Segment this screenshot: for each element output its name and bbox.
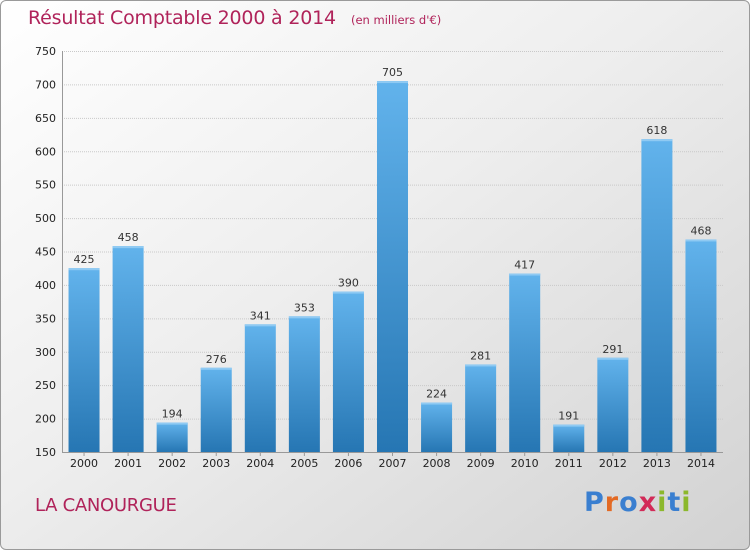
bar-2001[interactable] [112, 246, 144, 452]
commune-name: LA CANOURGUE [35, 495, 177, 516]
bar-2003[interactable] [200, 367, 232, 452]
title-row: Résultat Comptable 2000 à 2014 (en milli… [28, 7, 441, 29]
bar-top-highlight [421, 402, 453, 405]
axis-layer: 150 200 250 300 350 400 450 500 550 600 650 700 750 2… [35, 45, 723, 470]
bar-2012[interactable] [597, 357, 629, 452]
bar-value-label: 705 [382, 66, 403, 79]
bar-2000[interactable] [68, 268, 100, 452]
chart-subtitle: (en milliers d'€) [350, 13, 442, 27]
bar-top-highlight [244, 324, 276, 327]
x-tick-label: 2005 [290, 457, 318, 470]
bar-top-highlight [288, 316, 320, 319]
bar-2006[interactable] [332, 291, 364, 452]
bar-top-highlight [332, 291, 364, 294]
bar-value-label: 224 [426, 388, 447, 401]
bar-top-highlight [509, 273, 541, 276]
x-tick-label: 2004 [246, 457, 274, 470]
bar-top-highlight [377, 81, 408, 84]
x-tick-label: 2007 [379, 457, 407, 470]
logo-letter: i [657, 487, 668, 518]
x-tick-label: 2008 [423, 457, 451, 470]
logo-letter: x [638, 487, 658, 518]
bar-top-highlight [112, 246, 144, 249]
bar-2013[interactable] [641, 139, 673, 452]
logo-letter: r [604, 487, 620, 518]
bar-top-highlight [597, 357, 629, 360]
bar-value-label: 468 [690, 224, 711, 237]
y-tick-label: 750 [35, 45, 56, 58]
logo-letter: i [681, 487, 692, 518]
x-tick-label: 2010 [511, 457, 539, 470]
bar-2004[interactable] [244, 324, 276, 452]
logo-letter: P [584, 487, 605, 518]
y-tick-label: 350 [35, 312, 56, 325]
bar-top-highlight [641, 139, 673, 142]
y-tick-label: 600 [35, 145, 56, 158]
y-tick-label: 450 [35, 246, 56, 259]
bar-value-label: 425 [74, 253, 95, 266]
y-tick-label: 150 [35, 446, 56, 459]
x-tick-label: 2002 [158, 457, 186, 470]
logo-letter: t [667, 487, 682, 518]
x-tick-label: 2014 [687, 457, 715, 470]
x-tick-label: 2003 [202, 457, 230, 470]
label-layer: 425 458 194 276 341 353 390 705 224 281 417 191 291 6… [74, 66, 712, 423]
bar-top-highlight [465, 364, 497, 367]
bar-2008[interactable] [421, 402, 453, 452]
bar-top-highlight [685, 239, 717, 242]
bar-value-label: 341 [250, 309, 271, 322]
bar-value-label: 281 [470, 349, 491, 362]
x-tick-label: 2000 [70, 457, 98, 470]
bar-value-label: 194 [162, 408, 183, 421]
x-tick-label: 2013 [643, 457, 671, 470]
bar-2007[interactable] [377, 81, 408, 452]
bar-value-label: 417 [514, 259, 535, 272]
bar-value-label: 618 [646, 124, 667, 137]
y-tick-label: 550 [35, 179, 56, 192]
bar-value-label: 291 [602, 343, 623, 356]
bar-value-label: 390 [338, 277, 359, 290]
y-tick-label: 300 [35, 346, 56, 359]
bar-2010[interactable] [509, 273, 541, 452]
x-tick-label: 2012 [599, 457, 627, 470]
bar-top-highlight [200, 367, 232, 370]
bar-value-label: 458 [118, 231, 139, 244]
bar-2005[interactable] [288, 316, 320, 452]
y-tick-label: 400 [35, 279, 56, 292]
x-tick-label: 2001 [114, 457, 142, 470]
x-tick-label: 2011 [555, 457, 583, 470]
bar-value-label: 191 [558, 410, 579, 423]
bar-top-highlight [553, 424, 585, 427]
x-tick-label: 2009 [467, 457, 495, 470]
chart-title: Résultat Comptable 2000 à 2014 [28, 7, 336, 29]
y-tick-label: 200 [35, 413, 56, 426]
proxiti-logo[interactable]: Proxiti [584, 487, 692, 518]
bar-value-label: 276 [206, 353, 227, 366]
bar-2014[interactable] [685, 239, 717, 452]
y-tick-label: 500 [35, 212, 56, 225]
y-tick-label: 250 [35, 379, 56, 392]
bar-top-highlight [68, 268, 100, 271]
bar-layer [68, 81, 717, 452]
x-tick-label: 2006 [334, 457, 362, 470]
bar-2009[interactable] [465, 364, 497, 452]
bar-top-highlight [156, 422, 188, 425]
y-tick-label: 650 [35, 112, 56, 125]
bar-2011[interactable] [553, 424, 585, 452]
bar-2002[interactable] [156, 422, 188, 452]
logo-letter: o [619, 487, 639, 518]
y-tick-label: 700 [35, 78, 56, 91]
bar-value-label: 353 [294, 301, 315, 314]
